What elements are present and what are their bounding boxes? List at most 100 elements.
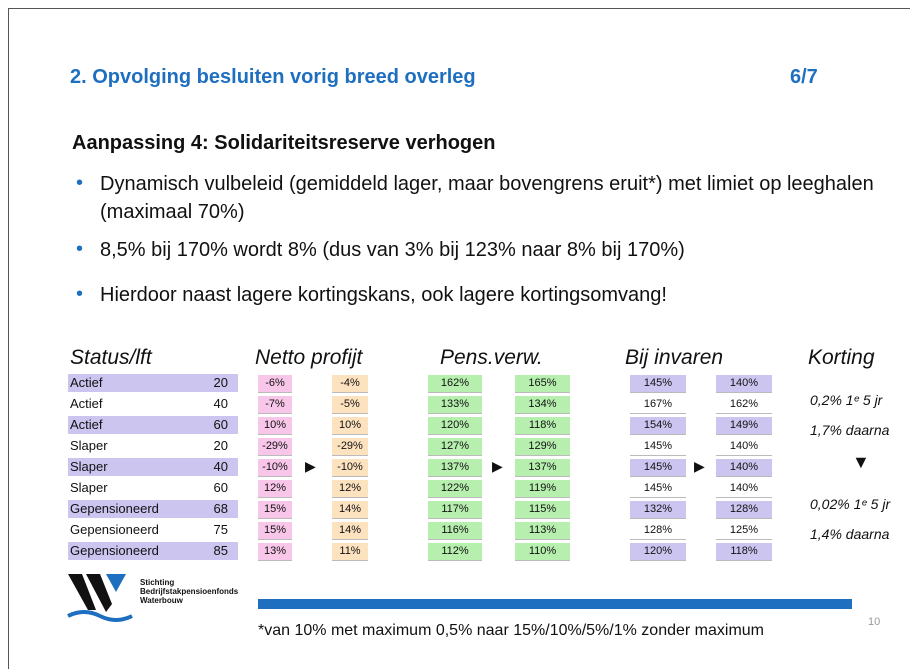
column-header: Pens.verw. <box>440 346 543 369</box>
netto-new: 10% <box>332 417 368 435</box>
pens-new: 115% <box>515 501 570 519</box>
invaren-old: 145% <box>630 438 686 456</box>
invaren-old: 167% <box>630 396 686 414</box>
footnote: *van 10% met maximum 0,5% naar 15%/10%/5… <box>258 622 764 639</box>
age: 75 <box>213 522 228 537</box>
netto-old: 13% <box>258 543 292 561</box>
age: 85 <box>213 543 228 558</box>
arrow: ▶ <box>305 458 316 474</box>
bullet-dot: • <box>76 238 84 260</box>
pens-old: 116% <box>428 522 482 540</box>
pens-new: 134% <box>515 396 570 414</box>
status: Actief <box>70 396 103 411</box>
age: 40 <box>213 459 228 474</box>
netto-old: 12% <box>258 480 292 498</box>
pens-old: 120% <box>428 417 482 435</box>
netto-old: 10% <box>258 417 292 435</box>
pens-new: 129% <box>515 438 570 456</box>
netto-new: -10% <box>332 459 368 477</box>
netto-old: 15% <box>258 522 292 540</box>
status: Slaper <box>70 480 108 495</box>
netto-old: -7% <box>258 396 292 414</box>
netto-new: -29% <box>332 438 368 456</box>
age: 20 <box>213 438 228 453</box>
pens-old: 162% <box>428 375 482 393</box>
pens-new: 137% <box>515 459 570 477</box>
heading: Aanpassing 4: Solidariteitsreserve verho… <box>72 132 496 154</box>
pens-new: 110% <box>515 543 570 561</box>
column-header: Netto profijt <box>255 346 363 369</box>
logo-line: Bedrijfstakpensioenfonds <box>140 587 239 596</box>
pens-new: 119% <box>515 480 570 498</box>
korting-text: 1,7% daarna <box>810 422 890 438</box>
pens-new: 165% <box>515 375 570 393</box>
age: 60 <box>213 480 228 495</box>
invaren-new: 140% <box>716 438 772 456</box>
netto-new: 11% <box>332 543 368 561</box>
pens-new: 113% <box>515 522 570 540</box>
invaren-new: 118% <box>716 543 772 561</box>
status: Actief <box>70 417 103 432</box>
pens-old: 137% <box>428 459 482 477</box>
bullet: Hierdoor naast lagere kortingskans, ook … <box>100 284 667 306</box>
status-row-bg <box>68 542 238 560</box>
status: Slaper <box>70 459 108 474</box>
page-number: 10 <box>868 616 881 628</box>
netto-old: -29% <box>258 438 292 456</box>
pens-old: 133% <box>428 396 482 414</box>
status: Gepensioneerd <box>70 522 159 537</box>
pens-old: 117% <box>428 501 482 519</box>
age: 20 <box>213 375 228 390</box>
bullet: Dynamisch vulbeleid (gemiddeld lager, ma… <box>100 173 874 223</box>
invaren-new: 140% <box>716 480 772 498</box>
status: Gepensioneerd <box>70 543 159 558</box>
column-header: Korting <box>808 346 875 369</box>
invaren-old: 132% <box>630 501 686 519</box>
column-header: Status/lft <box>70 346 152 369</box>
status: Slaper <box>70 438 108 453</box>
pens-new: 118% <box>515 417 570 435</box>
invaren-new: 128% <box>716 501 772 519</box>
slide-frame <box>8 8 910 669</box>
status: Gepensioneerd <box>70 501 159 516</box>
pens-old: 127% <box>428 438 482 456</box>
invaren-old: 128% <box>630 522 686 540</box>
invaren-new: 125% <box>716 522 772 540</box>
age: 60 <box>213 417 228 432</box>
arrow-down: ▼ <box>852 452 870 472</box>
logo-mark <box>67 574 133 622</box>
invaren-old: 145% <box>630 480 686 498</box>
status-row-bg <box>68 416 238 434</box>
netto-new: 14% <box>332 522 368 540</box>
status-row-bg <box>68 500 238 518</box>
age: 68 <box>213 501 228 516</box>
invaren-new: 149% <box>716 417 772 435</box>
status: Actief <box>70 375 103 390</box>
invaren-old: 145% <box>630 375 686 393</box>
bullet: 8,5% bij 170% wordt 8% (dus van 3% bij 1… <box>100 239 685 261</box>
invaren-old: 154% <box>630 417 686 435</box>
logo-line: Waterbouw <box>140 596 183 605</box>
slide-title: 2. Opvolging besluiten vorig breed overl… <box>70 66 476 88</box>
invaren-old: 120% <box>630 543 686 561</box>
logo-text: Stichting Bedrijfstakpensioenfonds Water… <box>140 578 238 605</box>
netto-old: -10% <box>258 459 292 477</box>
bullet-dot: • <box>76 283 84 305</box>
bullet-dot: • <box>76 172 84 194</box>
korting-text: 0,2% 1ᵉ 5 jr <box>810 392 883 408</box>
invaren-new: 140% <box>716 375 772 393</box>
netto-old: 15% <box>258 501 292 519</box>
korting-text: 1,4% daarna <box>810 526 890 542</box>
invaren-new: 140% <box>716 459 772 477</box>
netto-new: 14% <box>332 501 368 519</box>
netto-old: -6% <box>258 375 292 393</box>
status-row-bg <box>68 374 238 392</box>
netto-new: -4% <box>332 375 368 393</box>
korting-text: 0,02% 1ᵉ 5 jr <box>810 496 891 512</box>
slide: 2. Opvolging besluiten vorig breed overl… <box>8 8 910 669</box>
arrow: ▶ <box>694 458 705 474</box>
logo-line: Stichting <box>140 578 175 587</box>
status-row-bg <box>68 458 238 476</box>
column-header: Bij invaren <box>625 346 724 369</box>
invaren-new: 162% <box>716 396 772 414</box>
